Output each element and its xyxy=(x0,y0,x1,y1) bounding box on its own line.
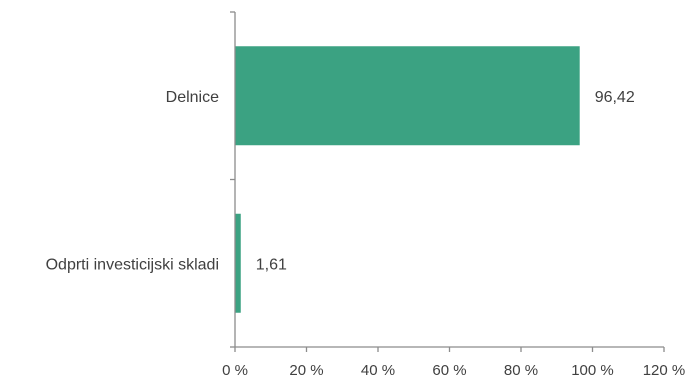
data-label-2: 1,61 xyxy=(256,256,287,273)
category-labels-group: Delnice Odprti investicijski skladi xyxy=(46,89,219,274)
category-label-1: Delnice xyxy=(166,89,219,106)
x-tick-labels-group: 0 % 20 % 40 % 60 % 80 % 100 % 120 % xyxy=(222,362,685,379)
data-label-1: 96,42 xyxy=(595,89,635,106)
bars-group xyxy=(235,46,580,313)
x-tick-label: 40 % xyxy=(361,362,395,379)
x-tick-label: 120 % xyxy=(643,362,686,379)
x-tick-label: 60 % xyxy=(432,362,466,379)
x-tick-label: 80 % xyxy=(504,362,538,379)
x-tick-label: 20 % xyxy=(289,362,323,379)
bar-2 xyxy=(235,213,241,313)
data-labels-group: 96,42 1,61 xyxy=(256,89,635,274)
x-tick-label: 100 % xyxy=(571,362,614,379)
bar-1 xyxy=(235,46,580,146)
x-tick-label: 0 % xyxy=(222,362,248,379)
category-label-2: Odprti investicijski skladi xyxy=(46,256,219,273)
axes-group xyxy=(230,11,665,352)
